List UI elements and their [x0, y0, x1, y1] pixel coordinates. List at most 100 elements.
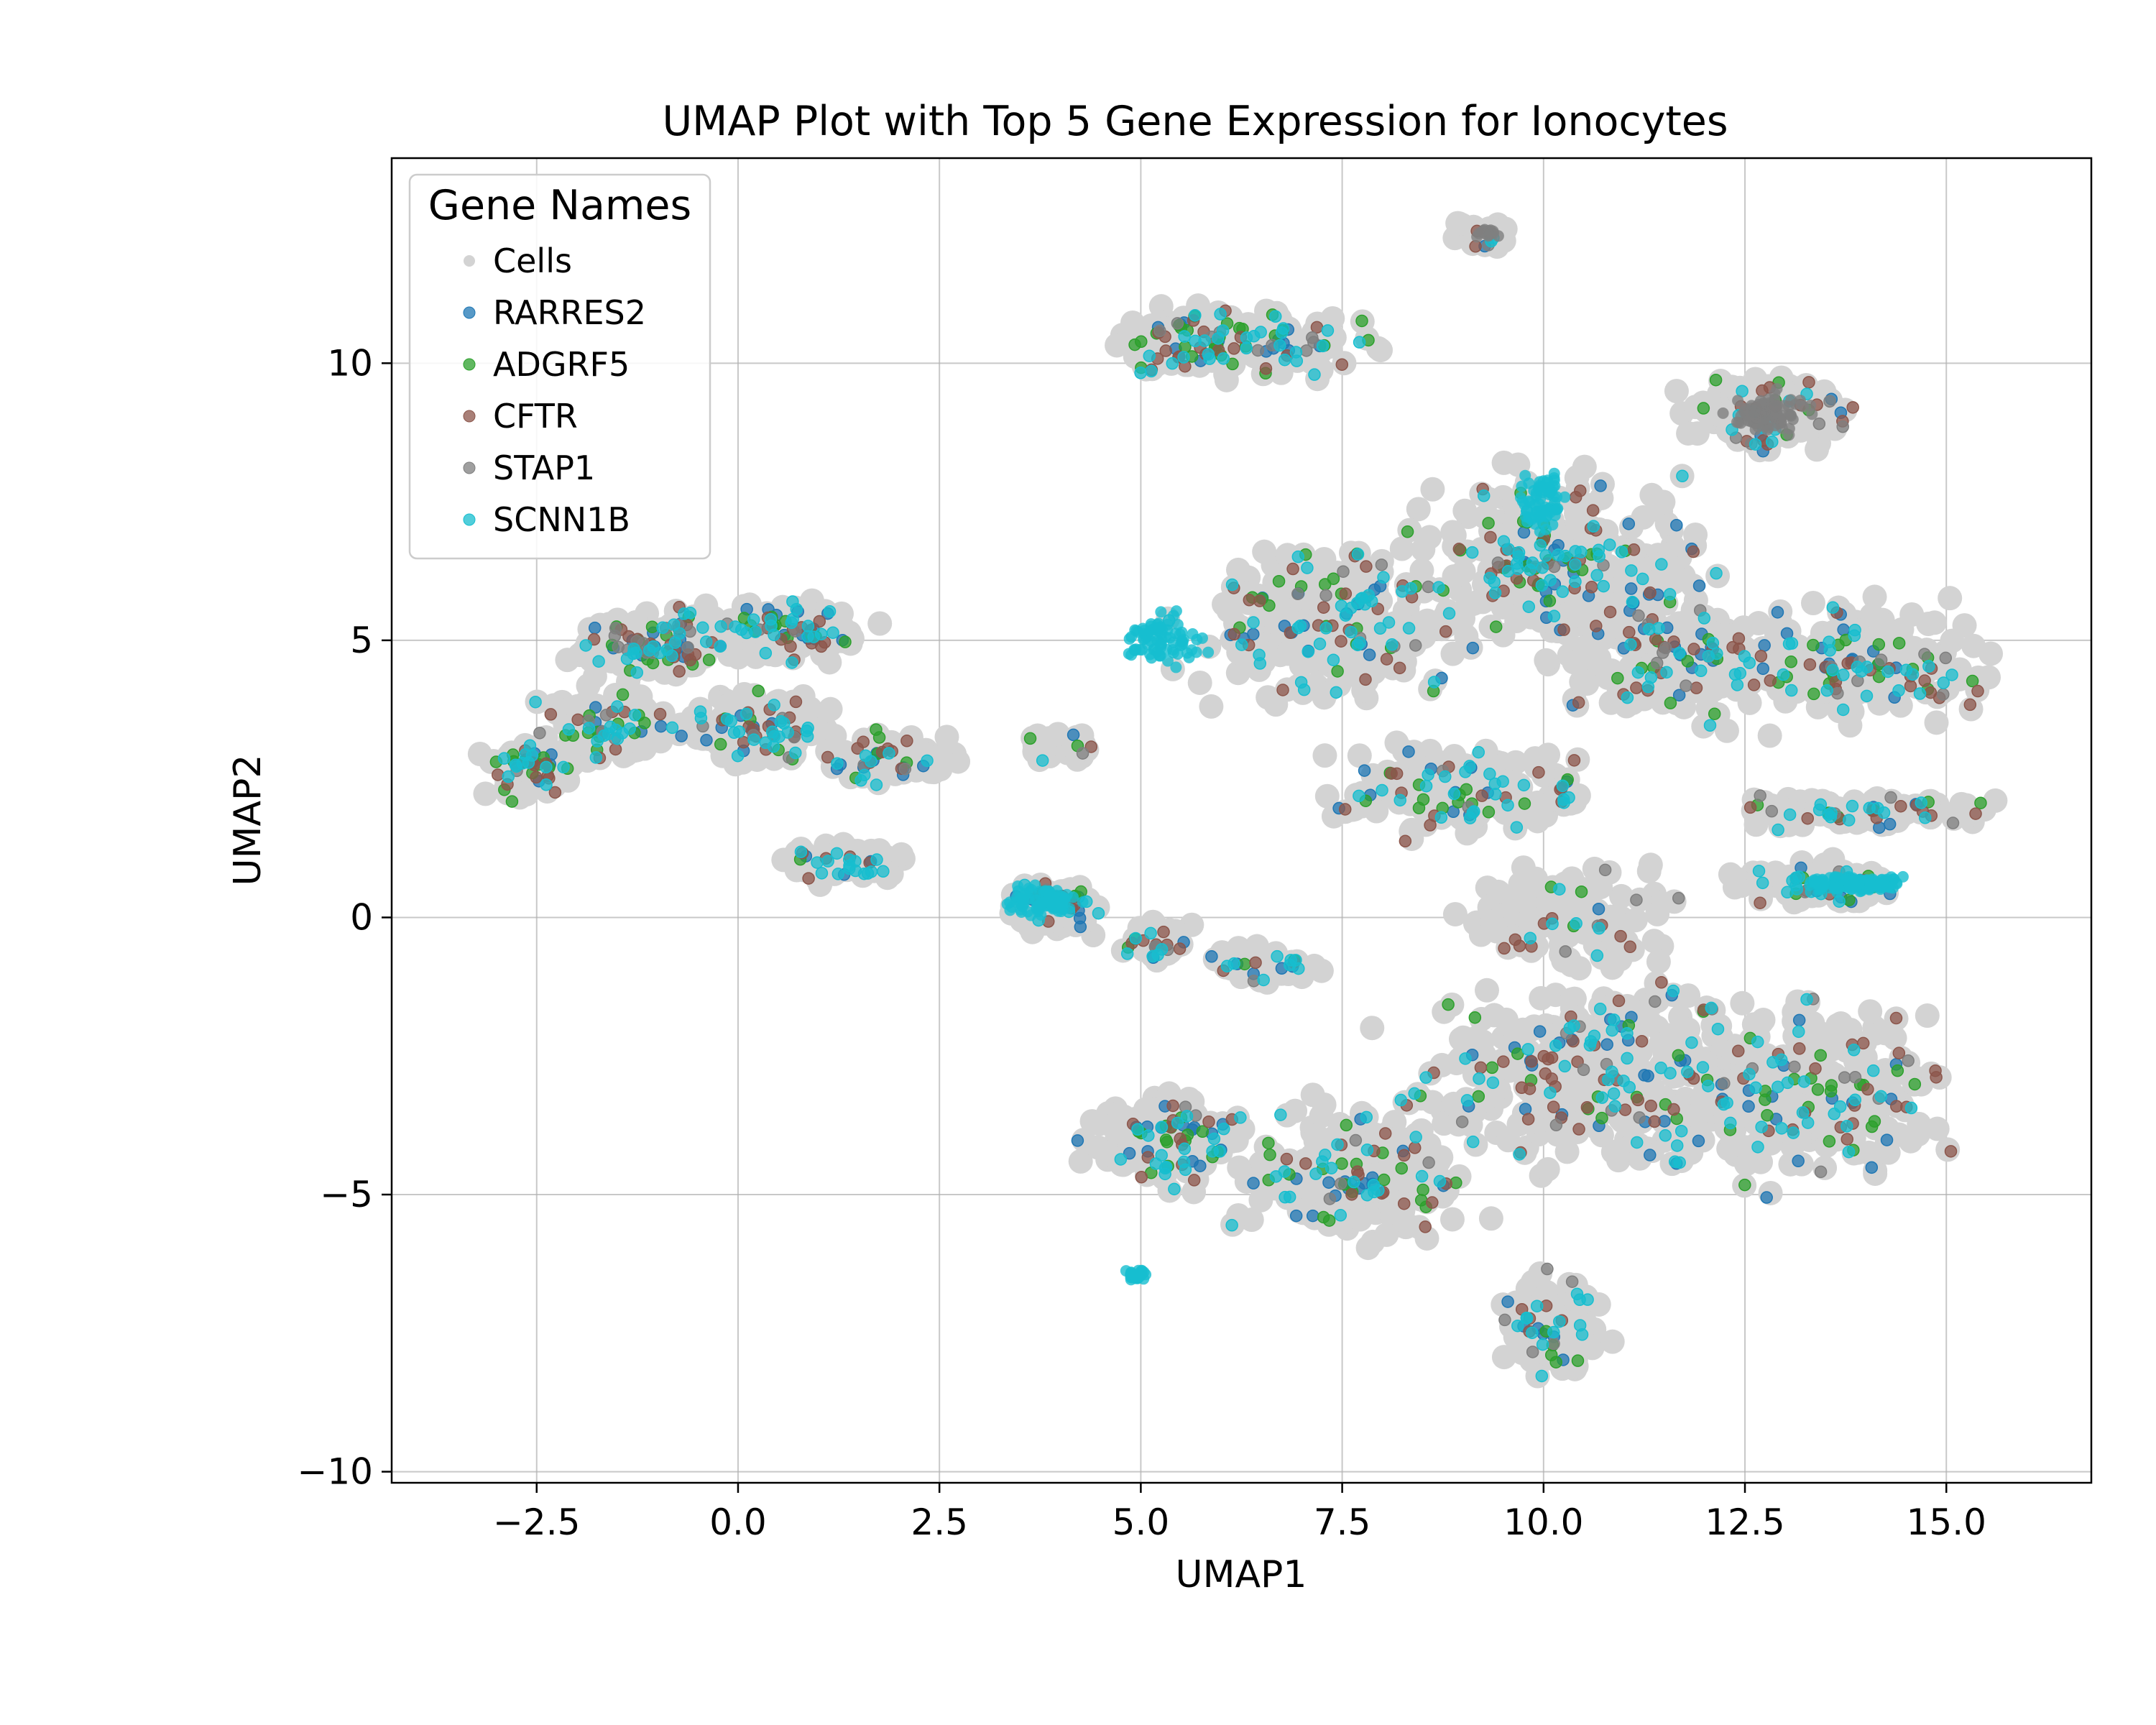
gene-point-adgrf5	[1023, 732, 1037, 745]
gene-point-cftr	[1971, 684, 1984, 698]
cell-point	[1867, 691, 1892, 716]
gene-point-cftr	[1580, 1100, 1594, 1114]
gene-point-cftr	[1227, 342, 1240, 355]
gene-point-adgrf5	[1814, 1049, 1828, 1062]
gene-point-stap1	[1650, 656, 1664, 670]
gene-point-cftr	[1802, 376, 1815, 389]
cell-point	[1451, 606, 1476, 631]
cell-point	[1406, 497, 1431, 522]
cell-point	[889, 842, 914, 867]
gene-point-cftr	[1890, 1100, 1903, 1113]
gene-point-cftr	[1801, 811, 1814, 825]
gene-point-scnn1b	[747, 613, 760, 626]
gene-point-stap1	[1633, 1111, 1646, 1124]
cell-point	[1662, 564, 1687, 589]
gene-point-stap1	[1630, 893, 1643, 906]
gene-point-scnn1b	[540, 760, 553, 774]
gene-point-cftr	[1317, 601, 1330, 614]
gene-point-cftr	[609, 742, 622, 756]
gene-point-scnn1b	[630, 666, 644, 679]
gene-point-cftr	[653, 707, 667, 721]
gene-point-adgrf5	[1807, 687, 1820, 701]
cell-point	[1869, 611, 1894, 636]
gene-point-rarres2	[1322, 1176, 1335, 1189]
cell-point	[1809, 1021, 1834, 1046]
cell-point	[1924, 710, 1949, 735]
cell-point	[1838, 713, 1863, 738]
gene-point-rarres2	[1792, 1013, 1806, 1027]
gene-point-cftr	[1157, 925, 1170, 939]
gene-point-rarres2	[1067, 728, 1080, 742]
gene-point-cftr	[1644, 1099, 1657, 1113]
gene-point-cftr	[1586, 504, 1600, 517]
gene-point-rarres2	[1466, 641, 1480, 655]
cell-point	[1529, 985, 1554, 1011]
gene-point-scnn1b	[673, 627, 686, 640]
gene-point-cftr	[1803, 658, 1817, 671]
gene-point-stap1	[1874, 653, 1888, 666]
gene-point-rarres2	[1533, 1025, 1547, 1038]
cell-point	[1535, 1156, 1560, 1182]
cell-point	[1812, 852, 1837, 878]
cell-point	[1557, 894, 1582, 919]
gene-point-scnn1b	[540, 778, 553, 791]
cell-point	[1915, 1003, 1940, 1029]
cell-point	[1938, 586, 1963, 611]
cell-point	[1858, 999, 1883, 1024]
gene-point-cftr	[1525, 1055, 1538, 1068]
gene-point-cftr	[530, 770, 543, 784]
gene-point-cftr	[1635, 1034, 1649, 1048]
cell-point	[1573, 669, 1598, 694]
gene-point-scnn1b	[592, 655, 605, 668]
gene-point-cftr	[1484, 530, 1497, 544]
gene-point-stap1	[612, 640, 625, 653]
gene-point-adgrf5	[1416, 1183, 1429, 1197]
gene-point-adgrf5	[1709, 373, 1723, 387]
gene-point-stap1	[1251, 344, 1265, 357]
gene-point-cftr	[1227, 627, 1240, 641]
chart-title: UMAP Plot with Top 5 Gene Expression for…	[662, 98, 1728, 145]
gene-point-scnn1b	[699, 635, 713, 648]
gene-point-cftr	[1687, 545, 1700, 558]
gene-point-adgrf5	[1416, 793, 1430, 806]
gene-point-scnn1b	[729, 620, 742, 633]
cell-point	[1312, 1092, 1337, 1117]
gene-point-cftr	[1557, 623, 1570, 636]
gene-point-adgrf5	[1868, 1115, 1881, 1128]
gene-point-rarres2	[1624, 582, 1638, 595]
gene-point-adgrf5	[616, 688, 630, 702]
gene-point-cftr	[1892, 1046, 1906, 1059]
gene-point-stap1	[1812, 417, 1826, 431]
cell-point	[1609, 883, 1634, 908]
gene-point-stap1	[1076, 747, 1089, 760]
cell-point	[1252, 539, 1277, 564]
gene-point-stap1	[1547, 1337, 1560, 1351]
gene-point-cftr	[1335, 635, 1348, 648]
gene-point-cftr	[1408, 1141, 1422, 1154]
gene-point-stap1	[609, 622, 622, 635]
gene-point-cftr	[1359, 673, 1372, 686]
cell-point	[1636, 858, 1662, 883]
gene-point-cftr	[1398, 1149, 1411, 1162]
cell-point	[1572, 454, 1597, 479]
gene-point-adgrf5	[1761, 1108, 1774, 1122]
gene-point-cftr	[1338, 803, 1352, 816]
gene-point-stap1	[1884, 791, 1897, 804]
gene-point-stap1	[1814, 1165, 1828, 1179]
gene-point-stap1	[1918, 648, 1931, 661]
cell-point	[1872, 1021, 1897, 1046]
gene-point-stap1	[1491, 556, 1505, 569]
gene-point-adgrf5	[1482, 806, 1496, 819]
gene-point-cftr	[1614, 929, 1627, 943]
gene-point-stap1	[898, 763, 912, 776]
gene-point-scnn1b	[801, 630, 814, 643]
gene-point-cftr	[1754, 896, 1766, 909]
cell-point	[1598, 690, 1623, 715]
cell-point	[1347, 743, 1372, 768]
gene-point-scnn1b	[579, 639, 592, 652]
gene-point-adgrf5	[1485, 1061, 1498, 1075]
gene-point-adgrf5	[1543, 594, 1557, 607]
gene-point-rarres2	[1594, 479, 1607, 492]
cell-point	[1442, 564, 1467, 589]
gene-point-cftr	[900, 735, 913, 748]
